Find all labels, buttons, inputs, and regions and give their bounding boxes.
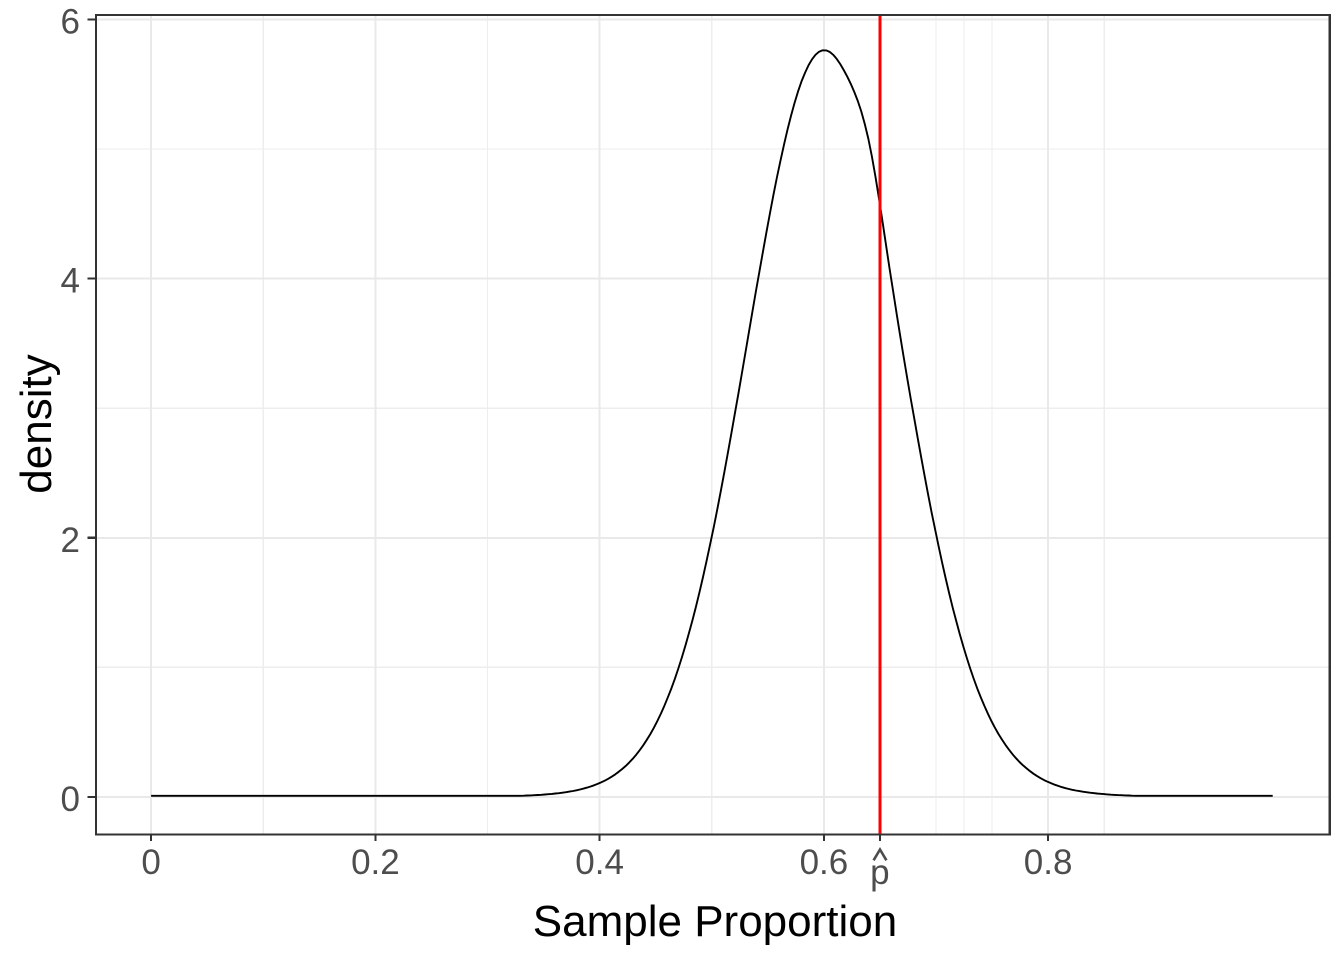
svg-text:2: 2 [61, 521, 80, 560]
svg-text:6: 6 [61, 3, 80, 42]
svg-text:density: density [12, 354, 61, 493]
svg-text:Sample Proportion: Sample Proportion [533, 897, 897, 946]
svg-text:0.2: 0.2 [351, 843, 400, 882]
svg-text:0: 0 [61, 780, 80, 819]
svg-text:4: 4 [61, 262, 80, 301]
svg-text:0.6: 0.6 [800, 843, 849, 882]
svg-text:0.4: 0.4 [575, 843, 624, 882]
svg-text:p: p [870, 853, 889, 892]
svg-text:0: 0 [141, 843, 160, 882]
svg-text:0.8: 0.8 [1024, 843, 1073, 882]
